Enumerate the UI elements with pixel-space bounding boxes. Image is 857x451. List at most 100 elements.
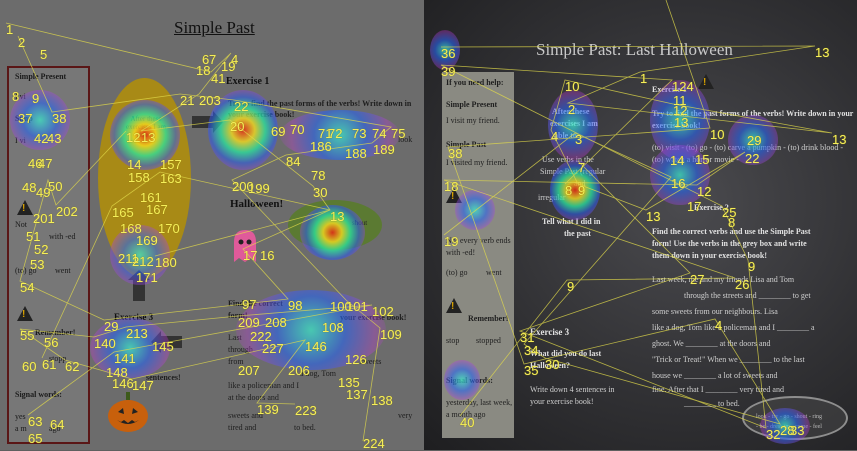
pumpkin-icon: [108, 392, 148, 432]
left-help-sidebar: Simple Present I vi Simp I vi Not with -…: [7, 66, 90, 444]
sidebar-line: yesterday, last week,: [446, 398, 513, 407]
warning-icon: [446, 188, 462, 203]
story-line: ________ to bed.: [684, 399, 740, 408]
sidebar-line: (to) go: [15, 266, 37, 275]
goals-line: irregular: [538, 193, 566, 202]
exercise2-line: Find the correct: [228, 299, 283, 308]
goals-line: and: [574, 179, 586, 188]
sidebar-line: I vi: [15, 92, 26, 101]
warning-icon: [17, 200, 33, 215]
exercise3-text: your exercise book!: [530, 397, 594, 406]
warning-icon: [698, 74, 714, 89]
story-line: some sweets from our neighbours. Lisa: [652, 307, 778, 316]
exercise3-text: Write down 4 sentences in: [530, 385, 615, 394]
sidebar-line: with -ed!: [446, 248, 476, 257]
exercise1-verbs: (to) watch a horror movie -: [652, 155, 739, 164]
sidebar-line: ago: [49, 424, 61, 433]
verbs-oval-text: look - try - go - shout - ring: [756, 414, 822, 420]
exercise1-text: exercise book!: [652, 121, 701, 130]
story-line: fine. After that I ________ very tired a…: [652, 385, 784, 394]
exercise1-text: Try to find the past forms of the verbs!…: [652, 109, 854, 118]
exercise2-text: form! Use the verbs in the grey box and …: [652, 239, 807, 248]
arrow-right-icon: [192, 111, 223, 133]
sidebar-signal-heading: Signal words:: [15, 390, 62, 399]
verbs-oval-text: - be - dress up - come - feel: [756, 424, 822, 430]
exercise2-line: your exercise book!: [340, 313, 407, 322]
story-line: a dog, Tom: [300, 369, 336, 378]
goals-line: After these: [552, 107, 590, 116]
exercise1-verb: look: [398, 135, 413, 144]
sidebar-line: stopped: [476, 336, 501, 345]
exercise3-question: Halloween?: [530, 361, 570, 370]
story-line: like a policeman and I: [228, 381, 300, 390]
warning-icon: [17, 306, 33, 321]
sidebar-line: a month ago: [446, 410, 486, 419]
sidebar-line: Not: [15, 220, 27, 229]
exercise2-text: Find the correct verbs and use the Simpl…: [652, 227, 811, 236]
sidebar-heading-present: Simple Present: [15, 72, 67, 81]
exercise1-title: Exercise 1: [226, 76, 270, 87]
story-line: Last: [228, 333, 242, 342]
story-line: like a dog, Tom like a policeman and I _…: [652, 323, 815, 332]
goals-text: After these exercises I am able to: [125, 115, 167, 139]
sidebar-need-help: If you need help:: [446, 78, 504, 87]
sidebar-heading-past: Simp: [15, 114, 33, 123]
story-line: house we ________ a lot of sweets and: [652, 371, 778, 380]
sidebar-remember: Remember!: [35, 328, 76, 337]
sidebar-line: with -ed: [49, 232, 76, 241]
sidebar-line: a m: [15, 424, 27, 433]
story-line: through: [228, 345, 253, 354]
story-line: sweets and: [228, 411, 263, 420]
left-worksheet: Simple Past Simple Present I vi Simp I v…: [0, 0, 424, 450]
goals-line: Use verbs in the: [542, 155, 594, 164]
exercise2-title: Exercise 2: [694, 203, 729, 212]
goals-line: Simple Past (regular: [540, 167, 606, 176]
arrow-up-icon: [133, 279, 145, 301]
sidebar-line: (to) go: [446, 268, 468, 277]
goals-line: Tell what I did in: [542, 217, 601, 226]
goals-line: able to: [554, 131, 577, 140]
exercise1-text: Try to find the past forms of the verbs!…: [228, 99, 412, 119]
right-help-sidebar: If you need help: Simple Present I visit…: [442, 72, 514, 438]
halloween-heading: Halloween!: [230, 198, 284, 210]
story-line: ghost. We ________ at the doors and: [652, 339, 771, 348]
exercise1-title: Exercise 1: [652, 85, 687, 94]
sidebar-line: went: [486, 268, 502, 277]
exercise2-text: them down in your exercise book!: [652, 251, 768, 260]
sidebar-line: I visit my friend.: [446, 116, 500, 125]
verbs-oval: [288, 200, 382, 250]
sidebar-line: yes: [15, 412, 26, 421]
exercise3-text: sentences!: [146, 373, 181, 382]
warning-icon: [446, 298, 462, 313]
exercise3-title: Exercise 3: [530, 327, 570, 337]
story-line: Last week, me and my friends Lisa and To…: [652, 275, 795, 284]
sidebar-remember: Remember!: [468, 314, 509, 323]
story-line: from: [228, 357, 244, 366]
story-line: very: [398, 411, 413, 420]
verbs-oval-text: shout: [352, 219, 368, 227]
exercise2-line: form!: [228, 311, 248, 320]
story-line: tired and: [228, 423, 257, 432]
right-page-title: Simple Past: Last Halloween: [536, 40, 733, 59]
sidebar-line: went: [55, 266, 71, 275]
right-worksheet: Simple Past: Last Halloween If you need …: [424, 0, 857, 450]
goals-line: exercises I am: [550, 119, 598, 128]
story-line: through the streets and ________ to get: [684, 291, 811, 300]
sidebar-line: I visited my friend.: [446, 158, 508, 167]
sidebar-line: stop: [446, 336, 460, 345]
goals-oval: [98, 78, 191, 278]
goals-line: the past: [564, 229, 591, 238]
exercise1-verbs: (to) visit - (to) go - (to) carve a pump…: [652, 143, 844, 152]
sidebar-line: I vi: [15, 136, 26, 145]
left-page-title: Simple Past: [174, 18, 255, 37]
sidebar-line: Not every verb ends: [446, 236, 511, 245]
sidebar-line: stopp: [49, 354, 67, 363]
sidebar-signal-heading: Signal words:: [446, 376, 493, 385]
story-line: at the doors and: [228, 393, 279, 402]
story-line: "Trick or Treat!" When we ________ to th…: [652, 355, 805, 364]
ghost-icon: [234, 230, 256, 262]
exercise3-question: What did you do last: [530, 349, 602, 358]
sidebar-heading-present: Simple Present: [446, 100, 498, 109]
exercise3-title: Exercise 3: [114, 312, 154, 322]
arrow-left-icon: [160, 336, 182, 348]
